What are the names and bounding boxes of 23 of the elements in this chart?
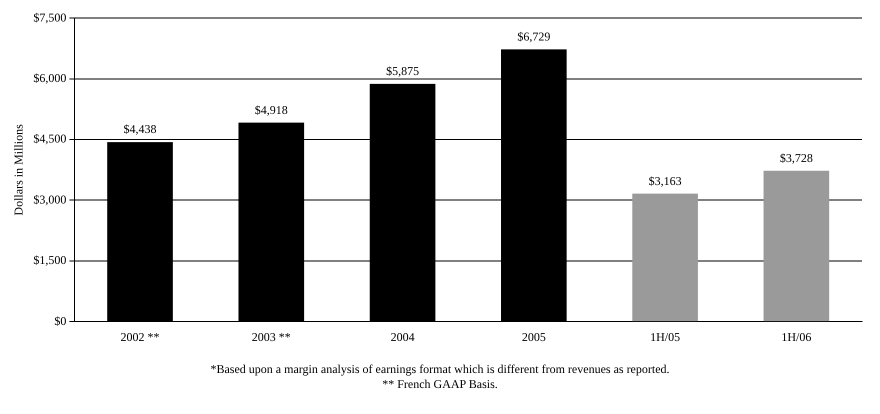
y-tick-label: $0 xyxy=(54,314,66,328)
data-label: $6,729 xyxy=(517,30,550,44)
data-label: $4,438 xyxy=(124,122,157,136)
y-tick-label: $1,500 xyxy=(33,253,66,268)
bar xyxy=(764,170,830,322)
text: *Based upon a margin analysis of earnings format which is different from revenues as reported. xyxy=(209,362,671,377)
x-tick-label: 1H/05 xyxy=(650,330,680,344)
y-tick-label: $6,000 xyxy=(33,71,66,86)
data-label: $4,918 xyxy=(254,102,288,117)
y-tick-label: $7,500 xyxy=(33,10,66,24)
data-label: $3,163 xyxy=(648,174,682,188)
x-tick-label: 2002 ** xyxy=(120,330,160,344)
x-tick-label: 1H/06 xyxy=(781,330,812,344)
bar xyxy=(632,194,698,322)
y-axis-title: Dollars in Millions xyxy=(11,124,26,216)
x-tick-label: 2003 ** xyxy=(252,330,291,344)
y-tick-label: $3,000 xyxy=(33,192,66,206)
data-label: $5,875 xyxy=(386,64,420,78)
text: ** French GAAP Basis. xyxy=(381,377,499,392)
y-tick-label: $4,500 xyxy=(33,132,66,146)
x-tick-label: 2004 xyxy=(390,330,415,344)
x-tick-label: 2005 xyxy=(522,330,546,344)
data-label: $3,728 xyxy=(780,150,813,165)
